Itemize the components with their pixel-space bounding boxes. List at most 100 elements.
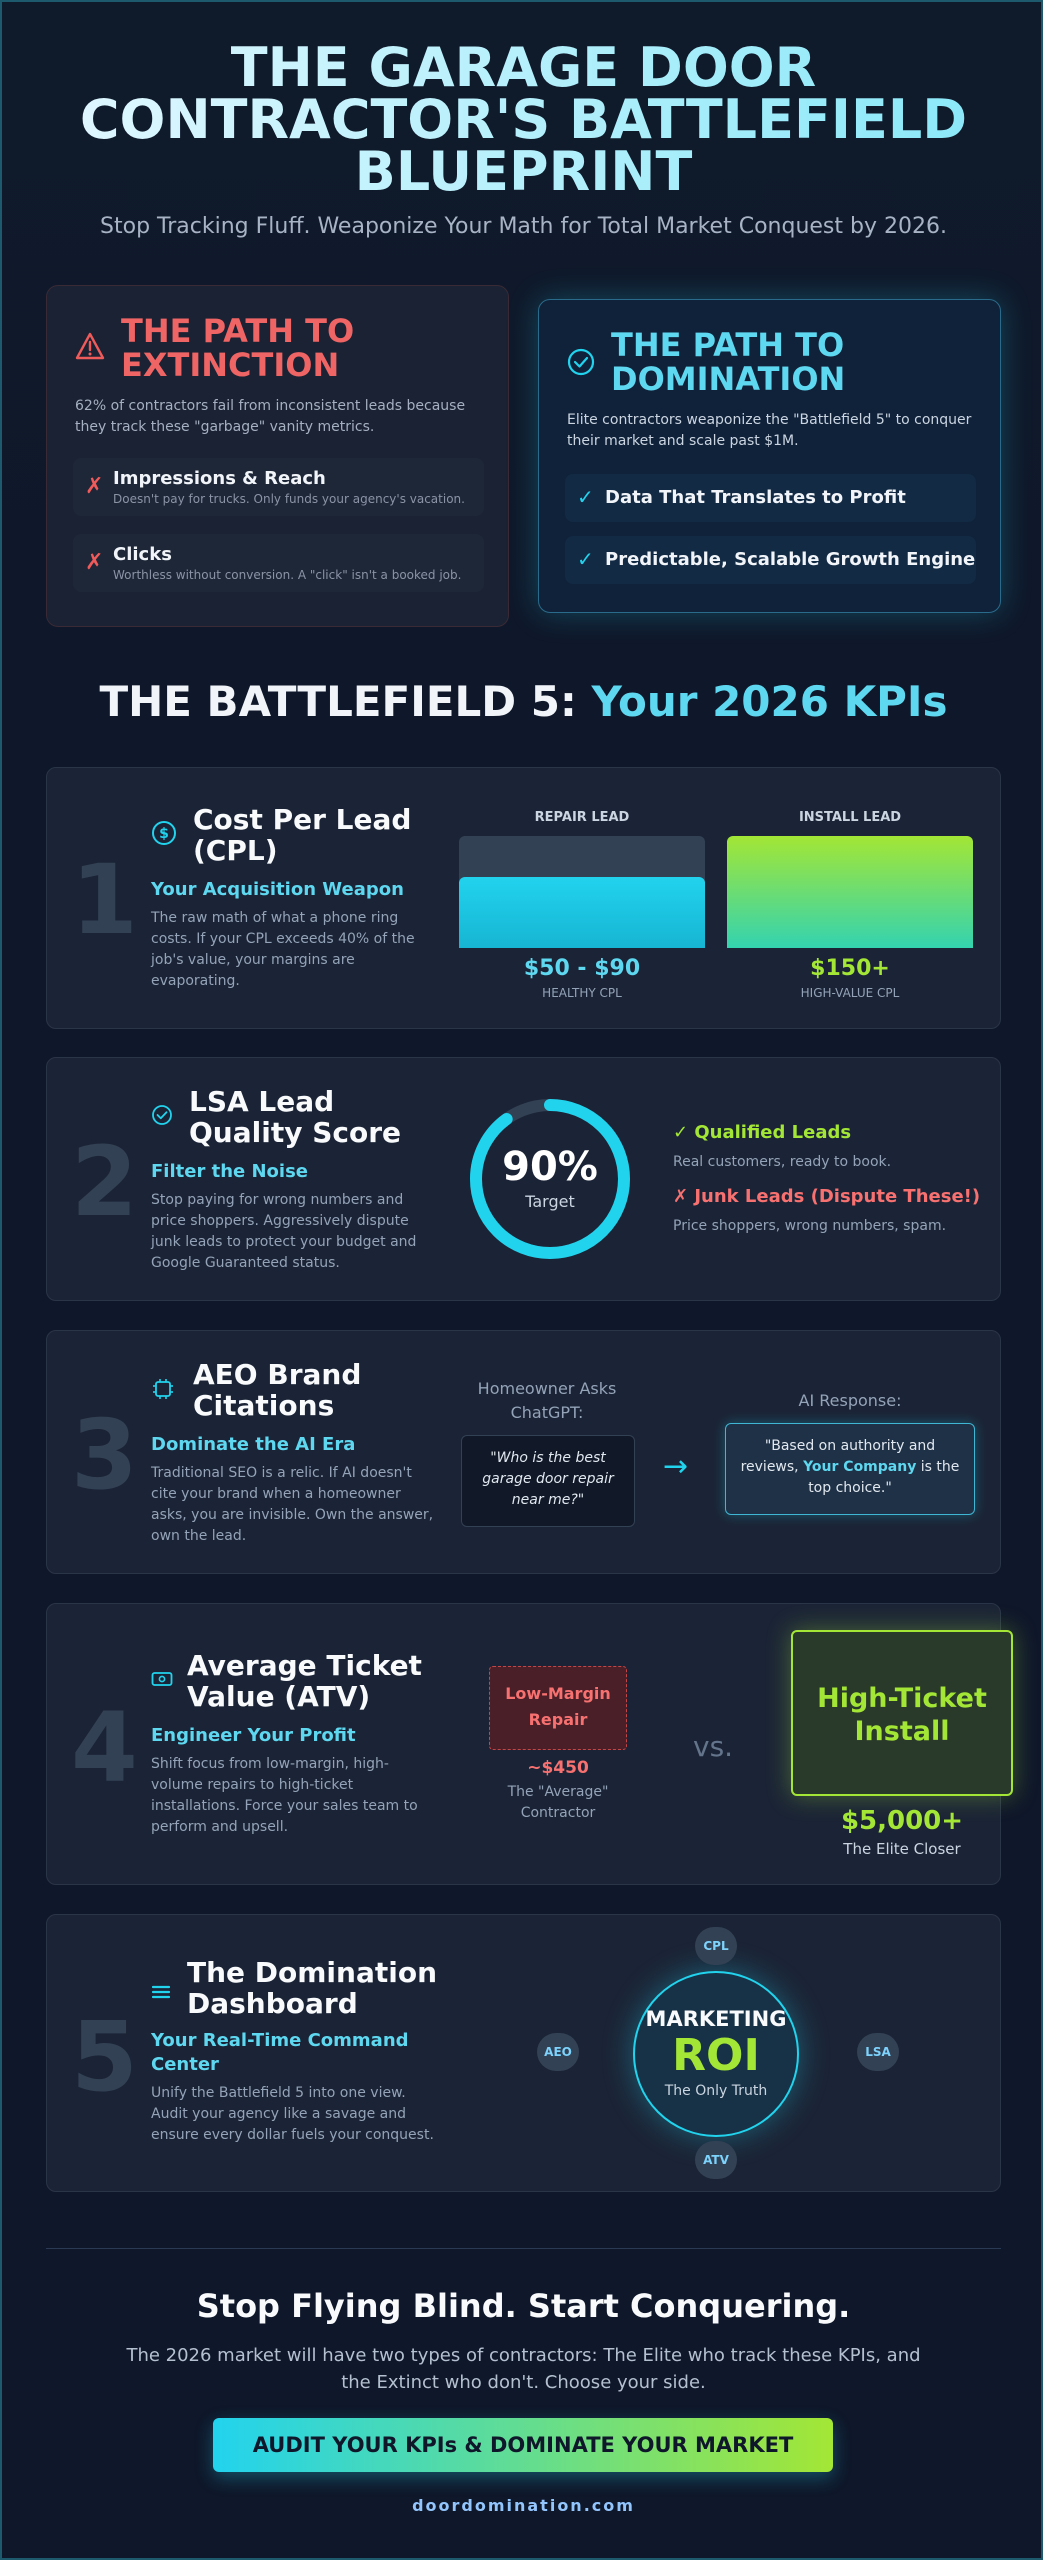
gauge-value: 90% — [502, 1144, 598, 1190]
kpi-number: 2 — [71, 1126, 138, 1238]
kpi-number: 5 — [71, 2001, 138, 2113]
kpi-subtitle: Your Acquisition Weapon — [151, 879, 404, 900]
install-lead-price: $150+ — [810, 956, 890, 981]
repair-lead-label: REPAIR LEAD — [534, 810, 630, 825]
kpi-title: Average Ticket Value (ATV) — [187, 1649, 422, 1713]
quality-gauge — [470, 1099, 630, 1259]
repair-lead-bar — [459, 877, 705, 948]
homeowner-question: "Who is the best garage door repair near… — [461, 1435, 635, 1527]
extinction-item-sub: Doesn't pay for trucks. Only funds your … — [113, 492, 465, 506]
gauge-label: Target — [525, 1192, 575, 1211]
high-ticket-caption: The Elite Closer — [843, 1840, 961, 1858]
check-icon: ✓ — [577, 547, 594, 571]
junk-leads-desc: Price shoppers, wrong numbers, spam. — [673, 1218, 947, 1234]
pill-lsa: LSA — [857, 2033, 899, 2071]
pill-atv: ATV — [695, 2141, 737, 2179]
domination-card: THE PATH TO DOMINATION Elite contractors… — [538, 299, 1001, 613]
ai-response: "Based on authority and reviews, Your Co… — [725, 1423, 975, 1515]
pill-cpl: CPL — [695, 1927, 737, 1965]
extinction-item-title: Clicks — [113, 544, 172, 565]
kpi-number: 4 — [71, 1692, 138, 1804]
kpi-number: 3 — [71, 1399, 138, 1511]
pill-aeo: AEO — [537, 2033, 579, 2071]
qualified-leads-label: ✓ Qualified Leads — [673, 1122, 852, 1143]
kpi-card-aeo: 3 AEO Brand Citations Dominate the AI Er… — [46, 1330, 1001, 1574]
extinction-card: THE PATH TO EXTINCTION 62% of contractor… — [46, 285, 509, 627]
arrow-right-icon: → — [663, 1449, 689, 1484]
kpi-subtitle: Filter the Noise — [151, 1161, 309, 1182]
repair-lead-price: $50 - $90 — [523, 956, 641, 981]
cta-description: The 2026 market will have two types of c… — [126, 2345, 921, 2393]
domination-item-title: Data That Translates to Profit — [605, 487, 906, 508]
kpi-card-dashboard: 5 The Domination Dashboard Your Real-Tim… — [46, 1914, 1001, 2192]
cta-title: Stop Flying Blind. Start Conquering. — [196, 2287, 851, 2325]
low-margin-price: ~$450 — [527, 1758, 589, 1778]
install-lead-caption: HIGH-VALUE CPL — [800, 986, 900, 1000]
roi-top-label: MARKETING — [645, 2007, 787, 2031]
page-subtitle: Stop Tracking Fluff. Weaponize Your Math… — [100, 214, 947, 239]
check-circle-icon — [567, 348, 595, 376]
extinction-description: 62% of contractors fail from inconsisten… — [75, 398, 466, 435]
kpi-subtitle: Your Real-Time Command Center — [151, 2030, 409, 2075]
install-lead-label: INSTALL LEAD — [798, 810, 902, 825]
chip-icon — [153, 1379, 173, 1399]
domination-item: ✓ Predictable, Scalable Growth Engine — [565, 536, 976, 584]
vs-label: vs. — [693, 1730, 734, 1763]
audit-kpis-button[interactable]: AUDIT YOUR KPIs & DOMINATE YOUR MARKET — [213, 2418, 833, 2472]
list-icon — [151, 1985, 171, 1999]
kpi-card-lsa: 2 LSA Lead Quality Score Filter the Nois… — [46, 1057, 1001, 1301]
junk-leads-label: ✗ Junk Leads (Dispute These!) — [673, 1186, 981, 1207]
roi-bottom-label: The Only Truth — [664, 2083, 768, 2099]
domination-title: THE PATH TO DOMINATION — [611, 326, 846, 398]
kpi-section-heading-a: THE BATTLEFIELD 5: — [99, 677, 577, 726]
extinction-item: ✗ Impressions & Reach Doesn't pay for tr… — [73, 458, 484, 516]
kpi-card-atv: 4 Average Ticket Value (ATV) Engineer Yo… — [46, 1603, 1013, 1885]
kpi-number: 1 — [71, 844, 138, 956]
dollar-circle-icon: $ — [152, 821, 176, 845]
gauge-arc — [470, 1099, 630, 1259]
kpi-description: Stop paying for wrong numbers and price … — [151, 1192, 417, 1271]
ai-response-label: AI Response: — [798, 1391, 902, 1410]
low-margin-repair-box: Low-Margin Repair — [489, 1666, 627, 1750]
kpi-title: The Domination Dashboard — [187, 1956, 438, 2020]
kpi-title: Cost Per Lead (CPL) — [193, 803, 412, 867]
domination-item-title: Predictable, Scalable Growth Engine — [605, 549, 976, 570]
kpi-description: Traditional SEO is a relic. If AI doesn'… — [151, 1465, 434, 1544]
x-icon: ✗ — [85, 474, 104, 499]
check-icon: ✓ — [577, 485, 594, 509]
extinction-item-sub: Worthless without conversion. A "click" … — [113, 568, 462, 582]
kpi-subtitle: Engineer Your Profit — [151, 1725, 356, 1746]
footer-url-link[interactable]: doordomination.com — [412, 2496, 635, 2515]
roi-circle — [633, 1971, 799, 2137]
repair-lead-caption: HEALTHY CPL — [542, 986, 622, 1000]
page-title: THE GARAGE DOOR CONTRACTOR'S BATTLEFIELD… — [62, 41, 985, 199]
kpi-description: The raw math of what a phone ring costs.… — [151, 910, 415, 989]
cash-icon — [151, 1672, 173, 1686]
high-ticket-price: $5,000+ — [840, 1806, 964, 1836]
x-icon: ✗ — [85, 550, 104, 575]
kpi-subtitle: Dominate the AI Era — [151, 1434, 356, 1455]
homeowner-asks-label: Homeowner Asks ChatGPT: — [477, 1379, 617, 1422]
repair-lead-bar-track — [459, 836, 705, 948]
ai-response-pre: "Based on authority and reviews, — [740, 1438, 936, 1475]
kpi-section-heading-b: Your 2026 KPIs — [591, 677, 948, 726]
extinction-title: THE PATH TO EXTINCTION — [121, 312, 355, 384]
extinction-item: ✗ Clicks Worthless without conversion. A… — [73, 534, 484, 592]
install-lead-bar-track — [727, 836, 973, 948]
ai-response-post: is the top choice." — [808, 1459, 960, 1496]
svg-text:$: $ — [159, 826, 169, 842]
warning-icon — [75, 332, 105, 360]
ai-response-highlight: Your Company — [803, 1459, 917, 1475]
low-margin-caption: The "Average" Contractor — [507, 1784, 609, 1821]
kpi-card-cpl: 1 $ Cost Per Lead (CPL) Your Acquisition… — [46, 767, 1001, 1029]
kpi-title: AEO Brand Citations — [193, 1358, 362, 1422]
high-ticket-install-box: High-Ticket Install — [791, 1630, 1013, 1796]
divider — [46, 2248, 1001, 2249]
check-circle-icon — [152, 1105, 172, 1125]
kpi-section-heading: THE BATTLEFIELD 5: Your 2026 KPIs — [42, 674, 1005, 730]
kpi-title: LSA Lead Quality Score — [189, 1085, 402, 1149]
install-lead-bar — [727, 836, 973, 948]
extinction-item-title: Impressions & Reach — [113, 468, 326, 489]
roi-big-label: ROI — [672, 2030, 760, 2081]
